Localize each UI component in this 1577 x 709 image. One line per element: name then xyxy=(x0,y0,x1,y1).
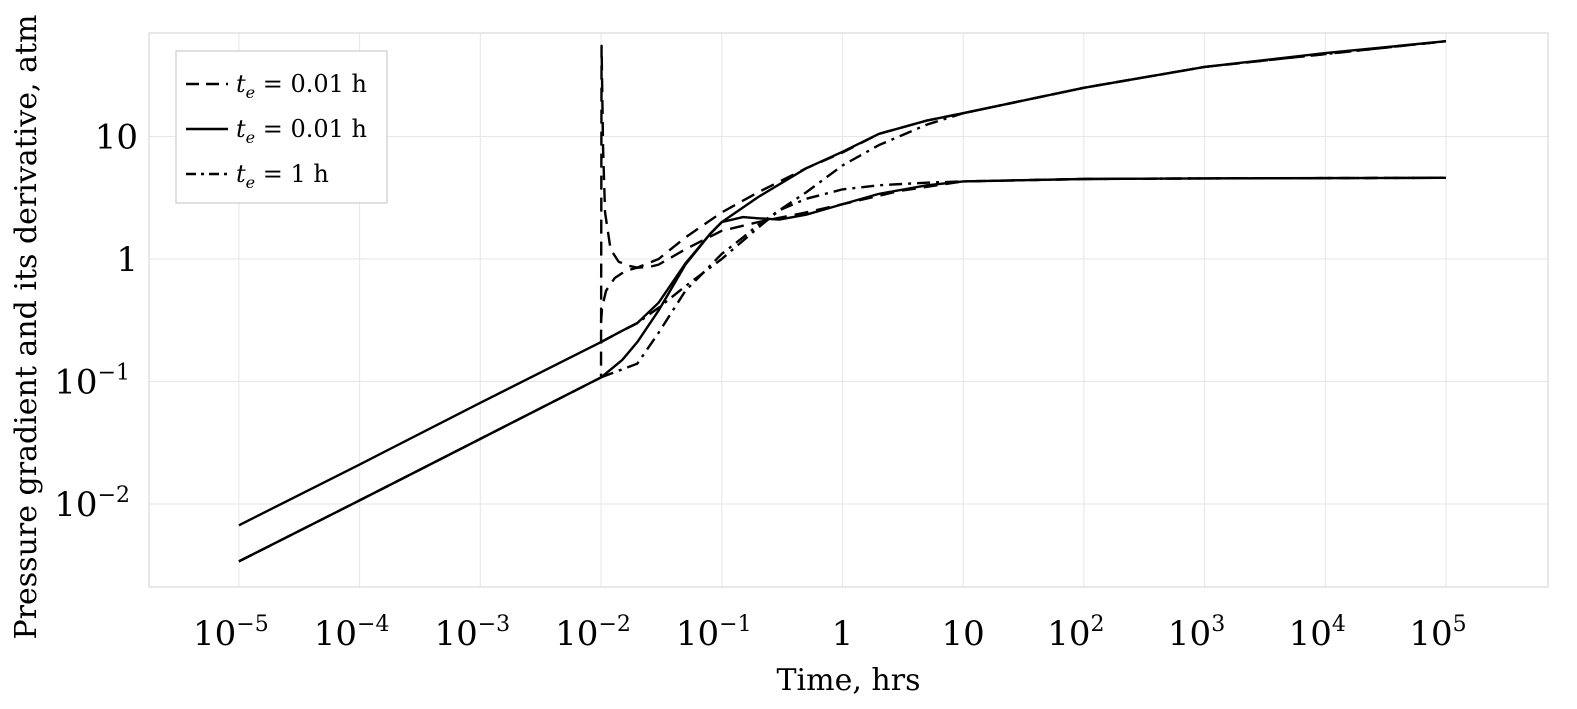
series-line-3-dashed xyxy=(238,44,1446,563)
y-axis-title: Pressure gradient and its derivative, at… xyxy=(9,15,44,640)
x-tick-label-7: 102 xyxy=(1047,612,1104,654)
x-tick-label-8: 103 xyxy=(1168,612,1225,654)
series-line-6-dashdot xyxy=(600,176,1446,344)
x-tick-label-0: 10−5 xyxy=(193,612,269,654)
plot-area xyxy=(148,32,1549,588)
x-tick-label-4: 10−1 xyxy=(676,612,752,654)
legend-box xyxy=(175,50,388,204)
grid xyxy=(149,33,1548,587)
legend-entry-2: te = 0.01 h xyxy=(236,115,367,147)
x-tick-labels: 10−5 10−4 10−3 10−2 10−1 1 10 102 103 104 105 xyxy=(193,612,1467,654)
series-layer xyxy=(238,40,1447,563)
x-tick-label-5: 1 xyxy=(832,614,854,654)
y-tick-labels: 10−2 10−1 1 10 xyxy=(54,118,138,525)
y-tick-label-2: 1 xyxy=(116,240,138,280)
x-tick-label-3: 10−2 xyxy=(555,612,631,654)
legend-entry-3: te = 1 h xyxy=(236,160,329,192)
y-tick-label-3: 10 xyxy=(95,118,138,158)
x-tick-label-2: 10−3 xyxy=(434,612,510,654)
x-axis-title: Time, hrs xyxy=(777,663,921,698)
x-tick-label-9: 104 xyxy=(1289,612,1346,654)
series-line-4-dashed xyxy=(599,40,1447,324)
legend-entry-1: te = 0.01 h xyxy=(236,70,367,102)
x-tick-label-10: 105 xyxy=(1409,612,1466,654)
y-tick-label-0: 10−2 xyxy=(54,483,130,525)
x-tick-label-1: 10−4 xyxy=(314,612,390,654)
x-tick-label-6: 10 xyxy=(942,614,985,654)
legend: te = 0.01 h te = 0.01 h te = 1 h xyxy=(175,50,388,204)
y-tick-label-1: 10−1 xyxy=(54,360,130,402)
